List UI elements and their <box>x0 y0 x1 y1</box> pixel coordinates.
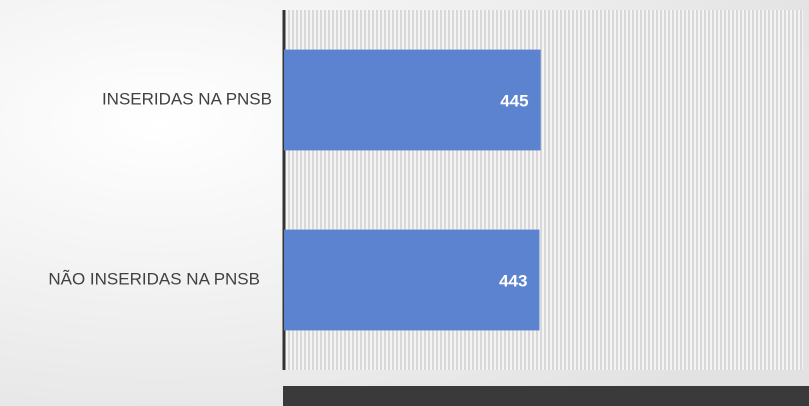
bar <box>284 229 540 331</box>
data-label: 443 <box>499 271 527 290</box>
y-tick-label: INSERIDAS NA PNSB <box>102 89 272 108</box>
bar <box>284 49 541 151</box>
x-axis-strip <box>283 386 809 406</box>
y-tick-label: NÃO INSERIDAS NA PNSB <box>48 269 260 288</box>
data-label: 445 <box>500 91 528 110</box>
